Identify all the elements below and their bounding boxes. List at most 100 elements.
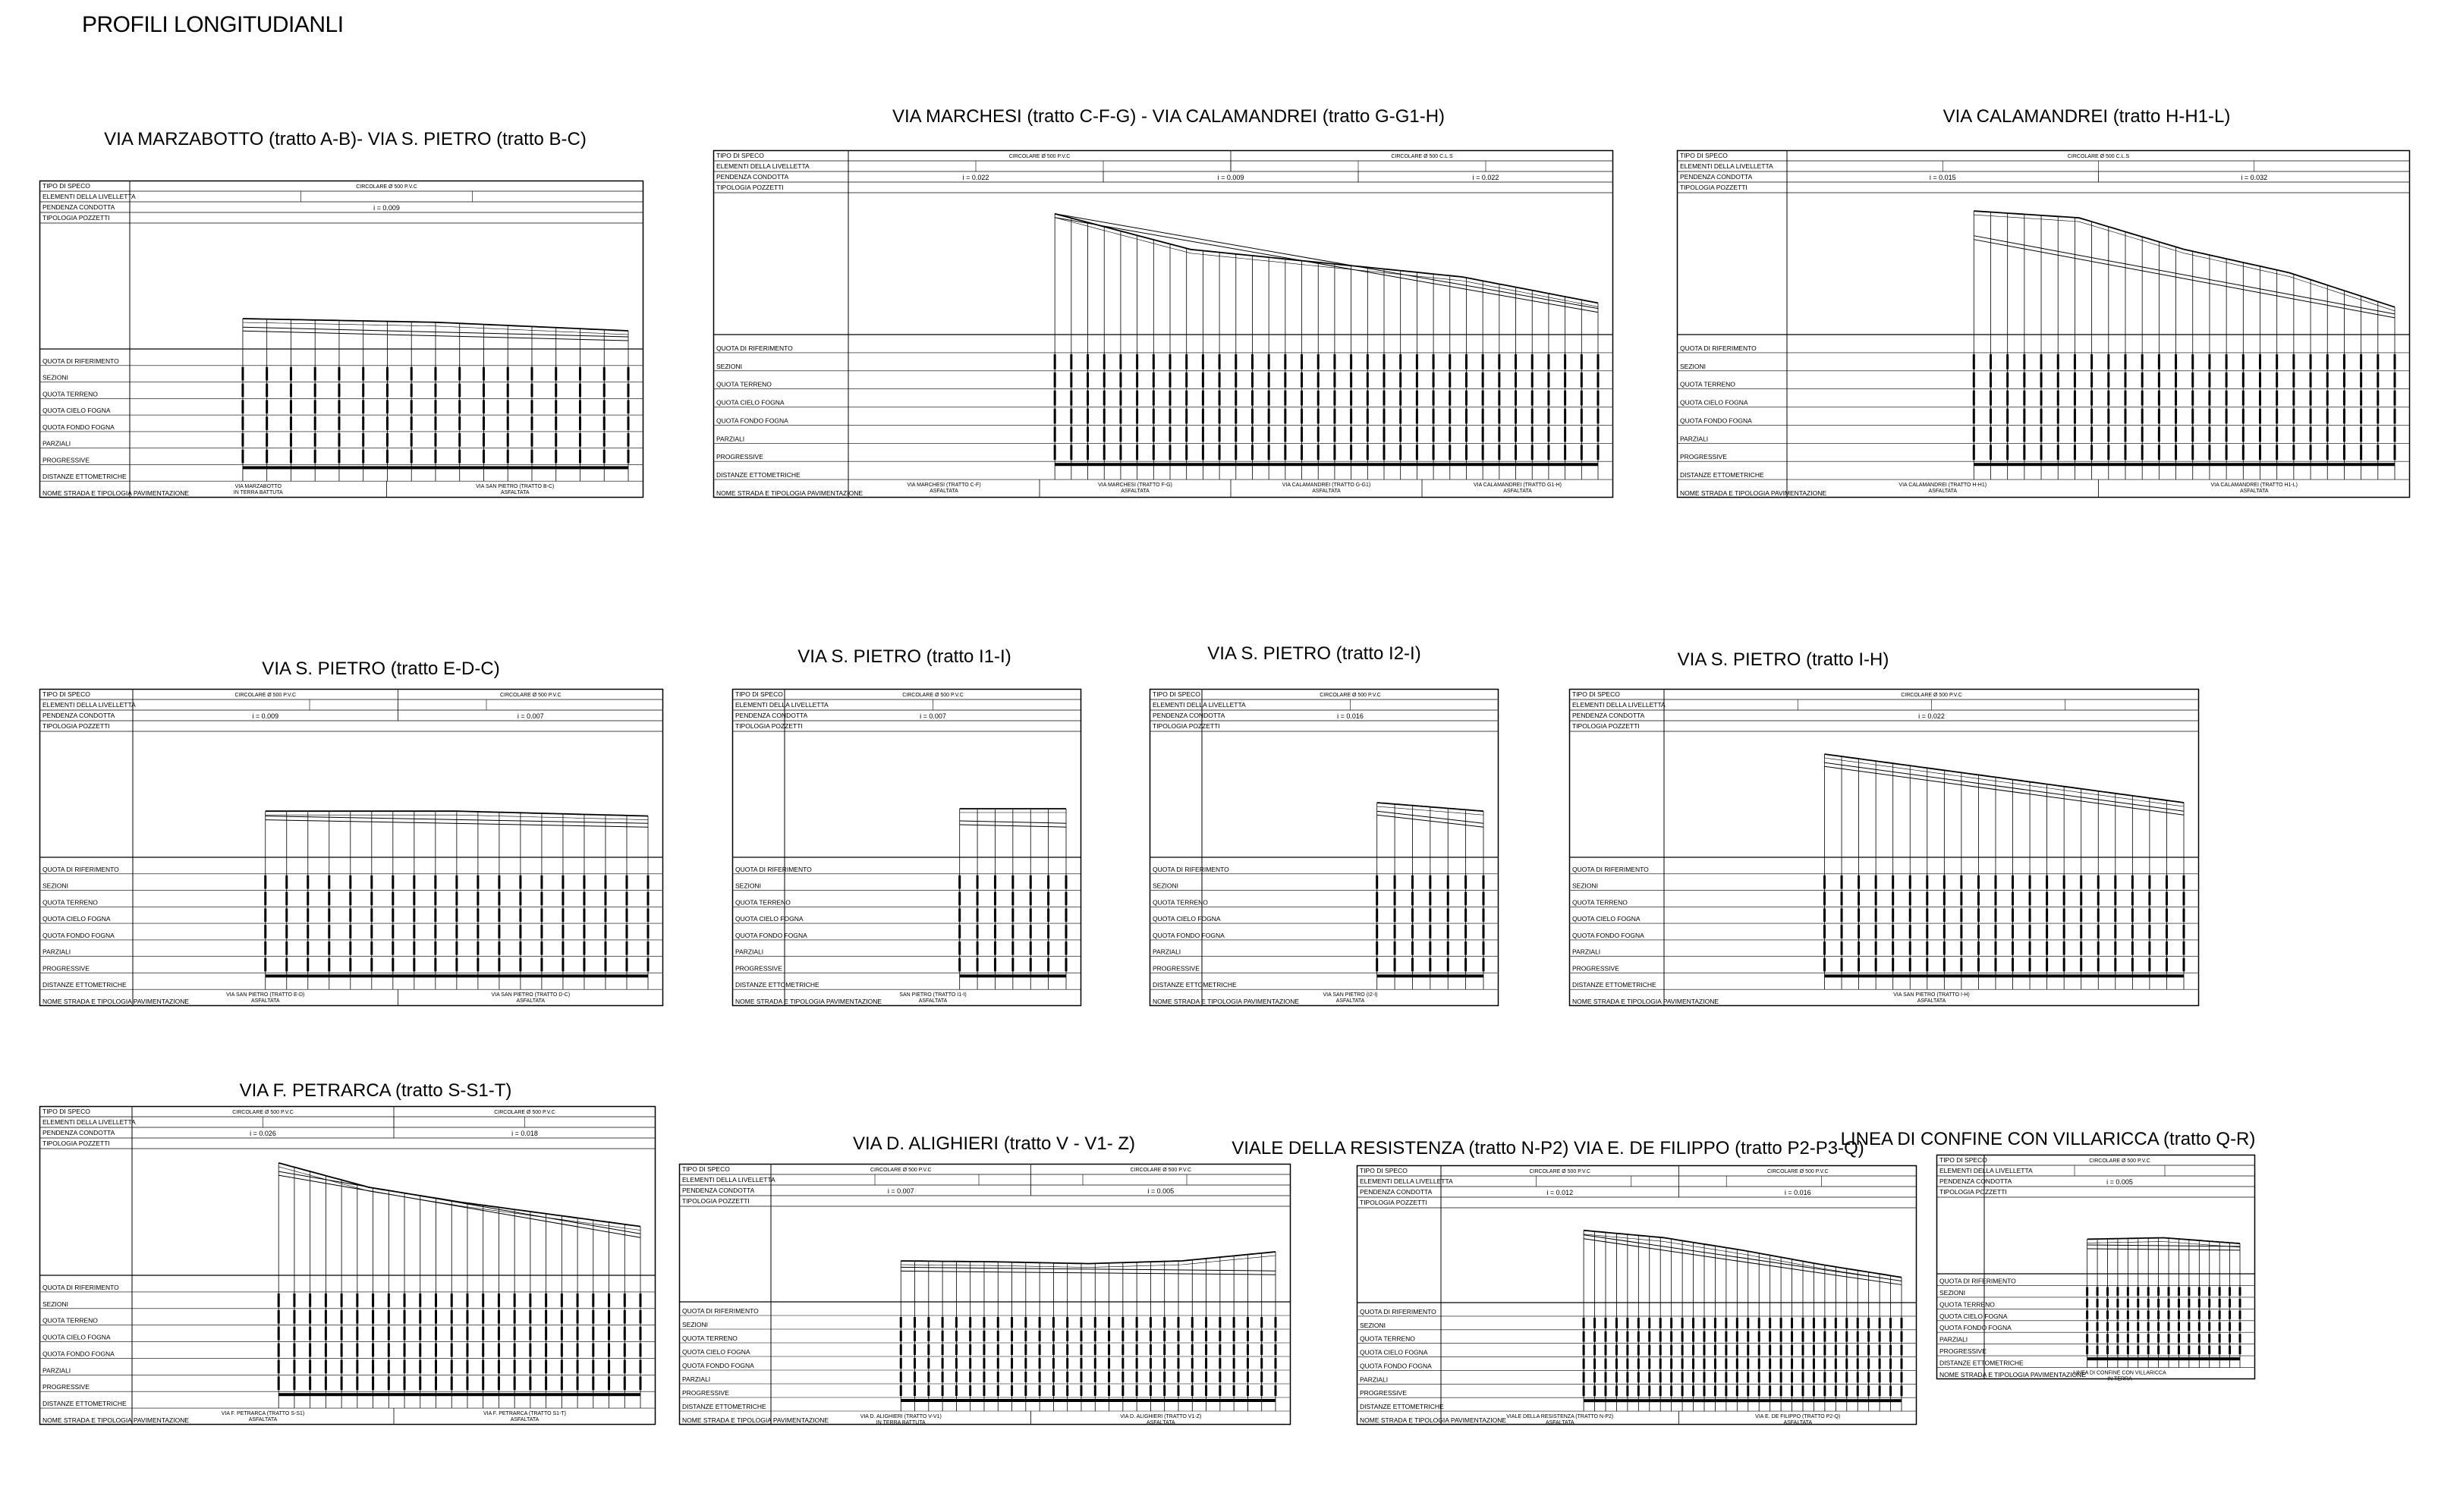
section-value-mark <box>1960 925 1963 938</box>
section-value-mark <box>519 891 522 906</box>
section-value-mark <box>1185 445 1188 461</box>
section-value-mark <box>1659 1317 1662 1328</box>
section-value-mark <box>338 383 341 398</box>
section-value-mark <box>2157 1287 2160 1296</box>
section-value-mark <box>1432 372 1435 388</box>
section-value-mark <box>1498 390 1501 406</box>
section-value-mark <box>1152 390 1155 406</box>
section-value-mark <box>324 1343 327 1357</box>
section-value-mark <box>2309 354 2312 369</box>
section-value-mark <box>1201 445 1204 461</box>
ground-offset-line <box>1824 757 2185 807</box>
section-value-mark <box>2157 426 2160 442</box>
lower-row-label: NOME STRADA E TIPOLOGIA PAVIMENTAZIONE <box>1939 1371 2086 1378</box>
section-value-mark <box>576 1293 579 1307</box>
section-value-mark <box>1769 1372 1772 1383</box>
section-value-mark <box>2377 408 2380 424</box>
section-value-mark <box>1515 408 1518 424</box>
pipe-type-label: CIRCOLARE Ø 500 C.L.S <box>2068 154 2130 159</box>
slope-label: i = 0.005 <box>2106 1178 2133 1186</box>
lower-row-label: PROGRESSIVE <box>1153 964 1200 972</box>
section-value-mark <box>2177 1345 2180 1355</box>
section-value-mark <box>2241 354 2245 369</box>
section-value-mark <box>1725 1358 1728 1369</box>
ground-line <box>901 1251 1276 1265</box>
section-value-mark <box>2292 408 2295 424</box>
section-value-mark <box>372 1376 375 1391</box>
section-value-mark <box>2309 408 2312 424</box>
section-value-mark <box>2326 408 2329 424</box>
section-value-mark <box>1977 957 1980 972</box>
section-value-mark <box>482 383 485 398</box>
section-value-mark <box>2131 957 2134 972</box>
section-value-mark <box>2177 1334 2180 1343</box>
section-value-mark <box>2028 875 2031 889</box>
section-value-mark <box>969 1331 972 1341</box>
section-value-mark <box>1943 941 1946 955</box>
section-value-mark <box>1246 1385 1249 1396</box>
slope-label: i = 0.007 <box>888 1187 914 1195</box>
ground-line <box>1584 1229 1902 1278</box>
section-value-mark <box>604 908 607 923</box>
section-value-mark <box>338 366 341 381</box>
lower-row-label: NOME STRADA E TIPOLOGIA PAVIMENTAZIONE <box>735 998 882 1005</box>
pipe-invert-line <box>1584 1238 1902 1285</box>
section-value-mark <box>2167 1310 2170 1319</box>
section-value-mark <box>996 1331 999 1341</box>
header-row-label: PENDENZA CONDOTTA <box>1360 1188 1433 1196</box>
section-value-mark <box>2107 354 2110 369</box>
section-value-mark <box>976 925 979 938</box>
section-value-mark <box>307 925 310 938</box>
section-value-mark <box>241 417 244 430</box>
lower-row-label: NOME STRADA E TIPOLOGIA PAVIMENTAZIONE <box>1360 1416 1506 1424</box>
section-value-mark <box>1713 1344 1716 1356</box>
section-value-mark <box>1659 1358 1662 1369</box>
section-value-mark <box>2197 1322 2200 1331</box>
section-value-mark <box>639 1360 642 1374</box>
section-value-mark <box>2056 372 2059 388</box>
section-value-mark <box>1429 908 1432 923</box>
section-value-mark <box>2106 1322 2109 1331</box>
section-value-mark <box>1246 1358 1249 1369</box>
lower-row-label: PROGRESSIVE <box>1572 964 1619 972</box>
section-value-mark <box>2360 354 2363 369</box>
header-row-label: TIPO DI SPECO <box>735 690 783 698</box>
section-value-mark <box>356 1360 359 1374</box>
section-value-mark <box>1191 1317 1194 1328</box>
section-value-mark <box>1163 1317 1166 1328</box>
section-value-mark <box>1191 1372 1194 1382</box>
section-value-mark <box>2090 408 2094 424</box>
section-value-mark <box>941 1358 944 1369</box>
section-value-mark <box>1411 908 1414 923</box>
slope-label: i = 0.007 <box>920 712 946 720</box>
section-value-mark <box>2157 445 2160 461</box>
section-value-mark <box>2177 1298 2180 1308</box>
section-value-mark <box>293 1376 296 1391</box>
lower-row-label: QUOTA DI RIFERIMENTO <box>1680 344 1757 352</box>
section-value-mark <box>2141 445 2144 461</box>
section-value-mark <box>1152 445 1155 461</box>
pipe-crown-line <box>1974 235 2396 315</box>
pipe-type-label: CIRCOLARE Ø 500 P.V.C <box>234 693 296 698</box>
section-value-mark <box>1823 1344 1826 1356</box>
section-value-mark <box>1823 891 1826 906</box>
section-value-mark <box>1317 408 1320 424</box>
section-value-mark <box>2116 1310 2119 1319</box>
section-value-mark <box>1260 1331 1263 1341</box>
section-value-mark <box>435 1360 438 1374</box>
section-value-mark <box>1093 1385 1096 1396</box>
lower-row-label: QUOTA FONDO FOGNA <box>1572 932 1644 939</box>
section-value-mark <box>410 432 413 447</box>
section-value-mark <box>1317 426 1320 442</box>
section-value-mark <box>1926 875 1929 889</box>
section-value-mark <box>372 1360 375 1374</box>
section-value-mark <box>1218 426 1221 442</box>
section-value-mark <box>513 1343 516 1357</box>
section-value-mark <box>1725 1385 1728 1397</box>
section-value-mark <box>592 1376 595 1391</box>
section-value-mark <box>328 957 331 972</box>
section-value-mark <box>2165 875 2168 889</box>
section-value-mark <box>1065 925 1068 938</box>
header-row-label: ELEMENTI DELLA LIVELLETTA <box>735 701 829 709</box>
section-value-mark <box>450 1293 453 1307</box>
